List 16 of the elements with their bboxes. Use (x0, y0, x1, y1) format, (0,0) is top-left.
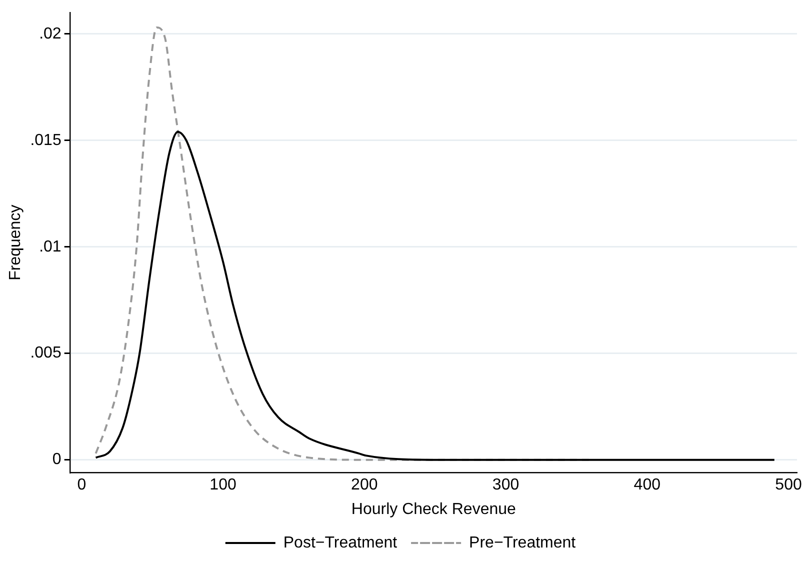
y-tick-label: .015 (30, 132, 62, 149)
x-tick-label: 200 (351, 476, 378, 494)
y-axis-title: Frequency (7, 204, 24, 280)
x-tick-label: 100 (210, 476, 236, 494)
x-tick-label: 400 (634, 476, 661, 494)
x-tick-label: 500 (775, 476, 802, 494)
y-tick-label: .01 (39, 238, 62, 256)
line-series (94, 130, 776, 461)
x-axis-title: Hourly Check Revenue (351, 500, 516, 518)
x-tick-label: 0 (77, 476, 86, 494)
y-tick-label: 0 (52, 451, 62, 468)
y-tick-label: .005 (30, 344, 62, 362)
legend-label: Pre−Treatment (469, 534, 576, 552)
legend-label: Post−Treatment (283, 534, 398, 552)
x-tick-label: 300 (492, 476, 520, 494)
y-tick-label: .02 (39, 25, 62, 42)
